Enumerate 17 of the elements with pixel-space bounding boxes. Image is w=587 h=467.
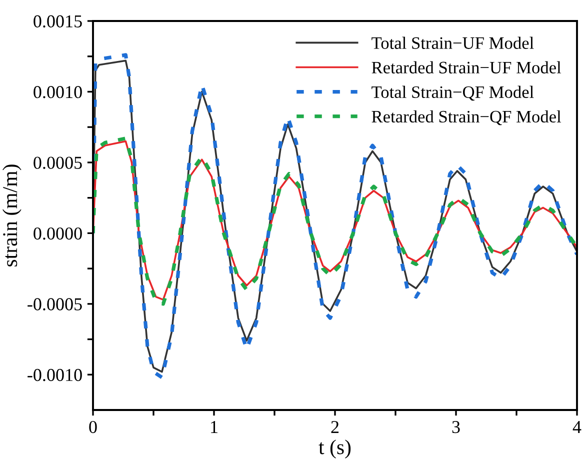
x-tick-label: 1 (211, 421, 218, 433)
y-tick-label: 0.0010 (34, 86, 82, 98)
x-tick-label: 0 (89, 420, 97, 434)
y-tick-label: -0.0005 (28, 298, 82, 310)
legend-label: Retarded Strain−UF Model (372, 61, 562, 74)
legend-label: Total Strain−QF Model (372, 86, 534, 101)
x-axis-title: t (s) (318, 440, 351, 458)
x-tick-label: 2 (331, 420, 339, 433)
y-tick-label: 0.0015 (34, 15, 82, 28)
y-tick-label: 0.0000 (34, 227, 82, 240)
y-tick-label: -0.0010 (28, 368, 82, 382)
legend-label: Total Strain−UF Model (372, 36, 534, 49)
x-tick-label: 4 (572, 421, 582, 433)
legend-label: Retarded Strain−QF Model (372, 110, 562, 126)
x-tick-label: 3 (452, 420, 460, 434)
y-axis-title: strain (m/m) (2, 164, 22, 266)
y-tick-label: 0.0005 (34, 156, 82, 169)
